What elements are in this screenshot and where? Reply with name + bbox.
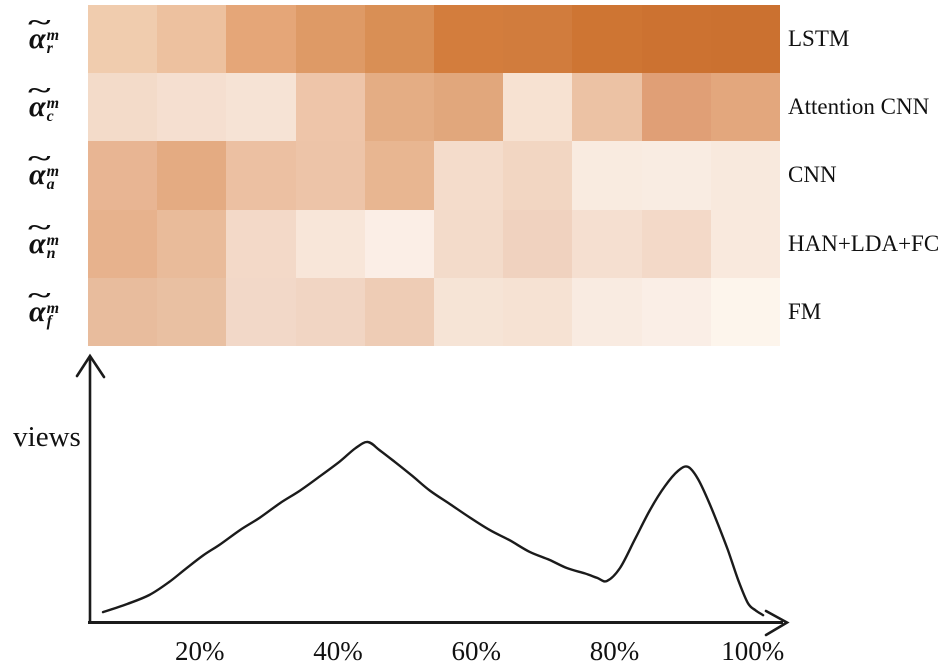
heatmap-row-symbol-labels: α ~ m r α ~ m c α ~ m a α ~ m n α ~ m f [0, 5, 88, 346]
heatmap-cell [157, 73, 227, 142]
heatmap-cell [572, 5, 642, 74]
heatmap-model-labels: LSTM Attention CNN CNN HAN+LDA+FC FM [788, 5, 950, 346]
tilde-accent: ~ [26, 9, 51, 36]
heatmap-cell [226, 277, 296, 346]
row-symbol-label: α ~ m a [26, 146, 60, 194]
x-tick-label: 40% [313, 636, 363, 665]
heatmap-row [88, 73, 780, 142]
heatmap-row [88, 141, 780, 210]
row-symbol-label: α ~ m r [26, 9, 60, 58]
heatmap-cell [641, 141, 711, 210]
model-label: Attention CNN [788, 94, 930, 120]
heatmap-cell [572, 73, 642, 142]
heatmap-cell [88, 5, 158, 74]
heatmap-cell [295, 141, 365, 210]
heatmap-cell [157, 5, 227, 74]
heatmap-cell [157, 209, 227, 278]
heatmap-cell [295, 209, 365, 278]
heatmap-cell [433, 277, 504, 346]
x-tick-label: 80% [590, 636, 640, 665]
heatmap-cell [572, 277, 642, 346]
heatmap-cell [88, 141, 158, 210]
heatmap-cell [226, 209, 296, 278]
heatmap-cell [641, 5, 711, 74]
heatmap-cell [641, 277, 711, 346]
attention-heatmap [88, 5, 780, 346]
heatmap-cell [641, 73, 711, 142]
x-axis-tick-labels: 20% 40% 60% 80% 100% [175, 636, 784, 665]
heatmap-cell [364, 73, 434, 142]
model-label: HAN+LDA+FC [788, 230, 940, 256]
heatmap-cell [503, 141, 573, 210]
heatmap-cell [710, 209, 780, 278]
tilde-accent: ~ [26, 282, 51, 309]
heatmap-cell [433, 73, 504, 142]
y-axis-arrowhead-icon [75, 353, 106, 379]
views-distribution-curve [101, 440, 765, 617]
heatmap-cell [295, 73, 365, 142]
heatmap-cell [710, 277, 780, 346]
heatmap-cell [364, 277, 434, 346]
heatmap-cell [364, 5, 434, 74]
model-label: CNN [788, 162, 837, 188]
x-tick-label: 60% [452, 636, 502, 665]
heatmap-cell [433, 5, 504, 74]
heatmap-cell [295, 5, 365, 74]
x-axis-arrowhead-icon [764, 609, 790, 637]
heatmap-cell [364, 209, 434, 278]
heatmap-row [88, 209, 780, 278]
heatmap-row [88, 5, 780, 74]
heatmap-cell [226, 5, 296, 74]
heatmap-cell [433, 209, 504, 278]
heatmap-cell [88, 73, 158, 142]
heatmap-cell [157, 141, 227, 210]
heatmap-cell [641, 209, 711, 278]
heatmap-cell [710, 5, 780, 74]
tilde-accent: ~ [26, 146, 51, 173]
x-tick-label: 20% [175, 636, 225, 665]
row-symbol-label: α ~ m n [26, 214, 60, 262]
heatmap-cell [226, 141, 296, 210]
heatmap-cell [572, 141, 642, 210]
model-label: LSTM [788, 26, 850, 52]
heatmap-cell [226, 73, 296, 142]
row-symbol-label: α ~ m c [26, 78, 60, 126]
heatmap-cell [503, 277, 573, 346]
heatmap-cell [88, 209, 158, 278]
heatmap-row [88, 277, 780, 346]
heatmap-cell [710, 141, 780, 210]
heatmap-cell [88, 277, 158, 346]
heatmap-cell [433, 141, 504, 210]
heatmap-cell [503, 209, 573, 278]
x-tick-label: 100% [721, 636, 784, 665]
heatmap-cell [503, 5, 573, 74]
heatmap-cell [710, 73, 780, 142]
heatmap-cell [572, 209, 642, 278]
heatmap-cell [364, 141, 434, 210]
tilde-accent: ~ [26, 78, 51, 105]
heatmap-cell [295, 277, 365, 346]
tilde-accent: ~ [26, 214, 51, 241]
model-label: FM [788, 298, 822, 324]
heatmap-cell [503, 73, 573, 142]
row-symbol-label: α ~ m f [26, 282, 60, 330]
heatmap-cell [157, 277, 227, 346]
y-axis-label: views [13, 421, 81, 453]
